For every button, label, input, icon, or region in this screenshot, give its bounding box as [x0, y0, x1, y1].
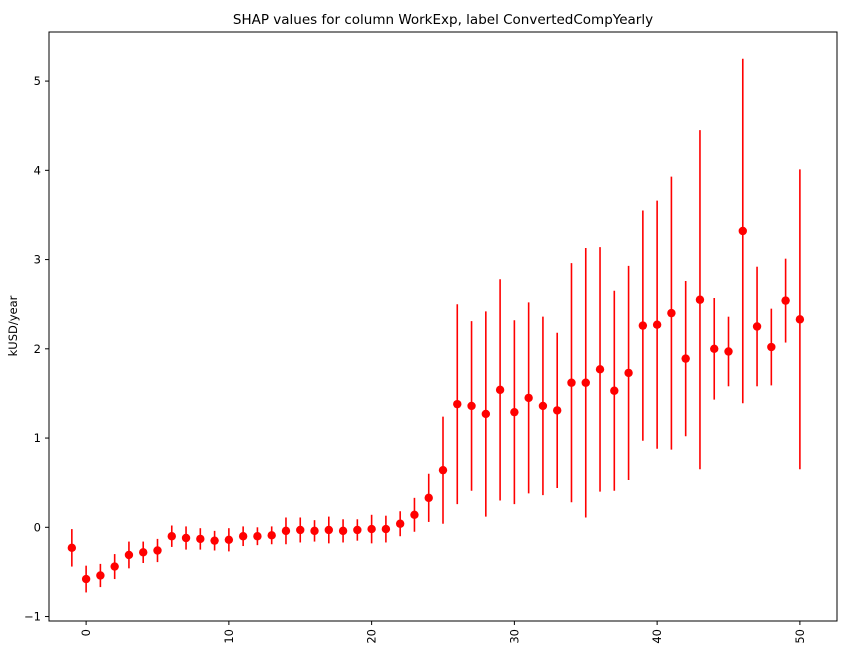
- x-tick-label: 30: [507, 629, 521, 644]
- data-point: [210, 536, 219, 545]
- plot-area: [48, 31, 838, 622]
- data-point: [110, 562, 119, 571]
- data-point: [139, 548, 148, 557]
- data-point: [296, 525, 305, 535]
- data-point: [695, 295, 705, 304]
- data-point: [795, 315, 805, 324]
- y-tick-label: 0: [34, 520, 41, 534]
- data-point: [267, 531, 276, 540]
- data-point: [67, 543, 77, 553]
- data-point: [581, 378, 590, 387]
- y-tick-label: 4: [34, 163, 41, 177]
- data-point: [624, 368, 633, 378]
- data-point: [310, 526, 319, 536]
- data-point: [253, 532, 262, 541]
- x-axis: 0 10 20 30 40 50: [79, 621, 807, 644]
- data-point: [181, 533, 191, 543]
- data-point: [595, 365, 605, 374]
- data-point: [538, 401, 548, 411]
- data-point: [752, 322, 762, 331]
- data-point: [438, 465, 448, 475]
- data-point: [238, 532, 248, 541]
- data-point: [567, 378, 576, 387]
- chart-title: SHAP values for column WorkExp, label Co…: [233, 12, 653, 28]
- data-point: [767, 342, 776, 352]
- data-point: [453, 399, 462, 409]
- x-tick-label: 10: [222, 629, 236, 644]
- data-point: [724, 347, 733, 356]
- y-tick-label: 3: [34, 253, 41, 267]
- data-point: [96, 571, 105, 580]
- data-point: [553, 406, 562, 415]
- data-point: [467, 401, 476, 411]
- data-point: [167, 532, 176, 541]
- data-point: [367, 524, 376, 534]
- data-point: [196, 534, 205, 544]
- data-point: [153, 546, 162, 555]
- data-point: [710, 344, 719, 354]
- data-series: [67, 58, 805, 593]
- data-point: [353, 525, 362, 535]
- x-tick-label: 40: [650, 629, 664, 644]
- data-point: [424, 493, 433, 503]
- y-tick-label: 1: [34, 431, 41, 445]
- data-point: [652, 320, 662, 329]
- y-tick-label: 2: [34, 342, 41, 356]
- data-point: [610, 386, 619, 395]
- data-point: [781, 296, 790, 305]
- y-tick-label: 5: [34, 74, 41, 88]
- data-point: [738, 226, 747, 236]
- data-point: [410, 510, 419, 520]
- x-tick-label: 20: [365, 629, 379, 644]
- data-point: [338, 526, 348, 536]
- x-tick-label: 50: [793, 629, 807, 644]
- y-tick-label: −1: [24, 610, 41, 624]
- data-point: [524, 393, 533, 403]
- y-axis-label: kUSD/year: [6, 295, 20, 356]
- data-point: [324, 525, 333, 535]
- data-point: [681, 354, 690, 363]
- data-point: [510, 407, 519, 417]
- data-point: [81, 574, 91, 584]
- data-point: [667, 308, 676, 318]
- data-point: [281, 526, 291, 536]
- data-point: [124, 550, 134, 560]
- data-point: [495, 385, 505, 395]
- data-point: [481, 409, 491, 419]
- data-point: [224, 535, 234, 544]
- y-axis: −1 0 1 2 3 4 5: [24, 74, 49, 624]
- data-point: [395, 519, 405, 528]
- data-point: [381, 524, 391, 534]
- data-point: [638, 321, 648, 330]
- x-tick-label: 0: [79, 629, 93, 636]
